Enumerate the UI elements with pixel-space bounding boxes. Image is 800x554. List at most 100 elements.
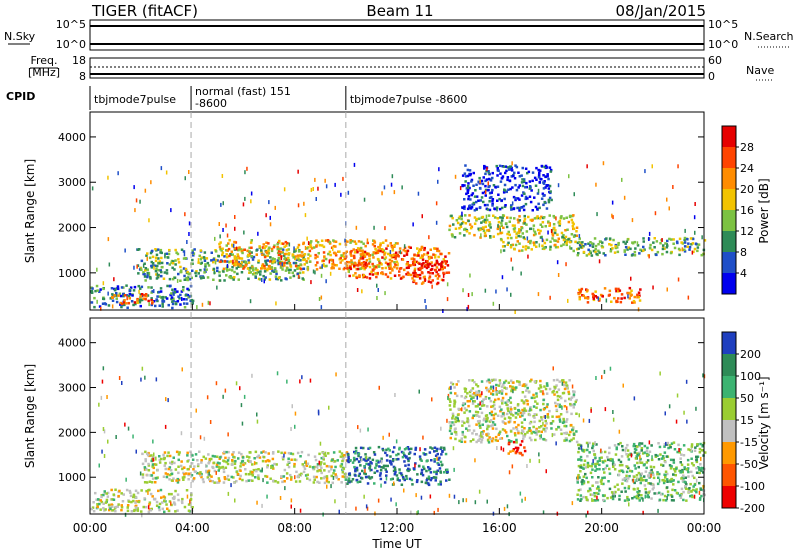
echo-cell	[501, 402, 504, 405]
echo-cell	[484, 414, 488, 418]
echo-cell	[210, 251, 213, 254]
echo-cell	[117, 494, 120, 498]
echo-cell	[243, 230, 245, 235]
colorbar-tick-label: 50	[740, 392, 754, 405]
echo-cell	[459, 225, 463, 228]
echo-cell	[524, 197, 527, 201]
echo-cell	[272, 479, 275, 482]
echo-cell	[522, 208, 526, 212]
echo-cell	[428, 277, 431, 280]
echo-cell	[521, 232, 524, 235]
echo-cell	[697, 243, 701, 246]
echo-cell	[247, 473, 251, 476]
echo-cell	[287, 256, 290, 260]
echo-cell	[126, 504, 130, 507]
echo-cell	[345, 451, 349, 454]
echo-cell	[594, 250, 597, 254]
echo-cell	[360, 240, 363, 244]
echo-cell	[485, 386, 488, 390]
echo-cell	[526, 431, 529, 434]
echo-cell	[403, 268, 406, 272]
echo-cell	[532, 425, 535, 429]
echo-cell	[352, 254, 356, 258]
echo-cell	[652, 486, 655, 489]
echo-cell	[513, 227, 517, 230]
echo-cell	[455, 419, 459, 423]
echo-cell	[547, 230, 549, 235]
echo-cell	[598, 459, 601, 462]
echo-cell	[562, 243, 565, 246]
echo-cell	[242, 463, 245, 467]
echo-cell	[233, 276, 236, 279]
echo-cell	[648, 450, 652, 453]
echo-cell	[333, 460, 337, 463]
echo-cell	[556, 260, 559, 265]
echo-cell	[366, 458, 370, 461]
echo-cell	[239, 386, 241, 391]
echo-cell	[305, 460, 307, 465]
echo-cell	[442, 258, 446, 261]
echo-cell	[535, 178, 538, 181]
echo-cell	[464, 214, 467, 217]
echo-cell	[128, 289, 132, 292]
echo-cell	[353, 240, 357, 243]
echo-cell	[141, 473, 145, 476]
echo-cell	[464, 222, 468, 225]
echo-cell	[471, 416, 474, 420]
echo-cell	[662, 244, 665, 247]
echo-cell	[545, 207, 549, 210]
echo-cell	[280, 265, 283, 268]
echo-cell	[172, 293, 175, 296]
echo-cell	[231, 253, 234, 256]
echo-cell	[654, 455, 658, 458]
echo-cell	[484, 395, 488, 399]
echo-cell	[500, 392, 504, 395]
echo-cell	[215, 465, 219, 468]
echo-cell	[302, 271, 305, 274]
echo-cell	[480, 233, 482, 238]
echo-cell	[194, 274, 198, 278]
echo-cell	[390, 497, 392, 502]
echo-cell	[406, 249, 410, 253]
echo-cell	[95, 284, 99, 288]
echo-cell	[425, 266, 429, 270]
echo-cell	[311, 466, 315, 469]
echo-cell	[570, 396, 574, 399]
echo-cell	[500, 231, 504, 235]
echo-cell	[349, 253, 352, 256]
echo-cell	[144, 279, 147, 282]
echo-cell	[208, 459, 211, 462]
echo-cell	[509, 385, 512, 388]
echo-cell	[465, 498, 468, 503]
echo-cell	[100, 500, 104, 504]
echo-cell	[623, 195, 626, 200]
echo-cell	[307, 267, 309, 272]
echo-cell	[357, 452, 361, 456]
echo-cell	[482, 229, 486, 233]
echo-cell	[600, 448, 602, 453]
echo-cell	[672, 185, 674, 189]
echo-cell	[514, 243, 518, 247]
echo-cell	[689, 482, 692, 486]
echo-cell	[528, 195, 532, 198]
echo-cell	[460, 437, 463, 440]
echo-cell	[393, 245, 396, 248]
echo-cell	[492, 417, 496, 420]
echo-cell	[401, 475, 405, 479]
echo-cell	[658, 472, 661, 476]
echo-cell	[545, 166, 549, 169]
echo-cell	[293, 246, 295, 251]
echo-cell	[514, 310, 516, 314]
echo-cell	[613, 296, 616, 300]
echo-cell	[396, 478, 399, 482]
echo-cell	[232, 259, 234, 264]
echo-cell	[454, 420, 457, 424]
echo-cell	[373, 241, 377, 244]
echo-cell	[138, 301, 142, 304]
echo-cell	[373, 453, 377, 456]
echo-cell	[315, 239, 318, 242]
colorbar-segment	[722, 398, 736, 420]
echo-cell	[177, 498, 180, 502]
echo-cell	[529, 239, 532, 243]
